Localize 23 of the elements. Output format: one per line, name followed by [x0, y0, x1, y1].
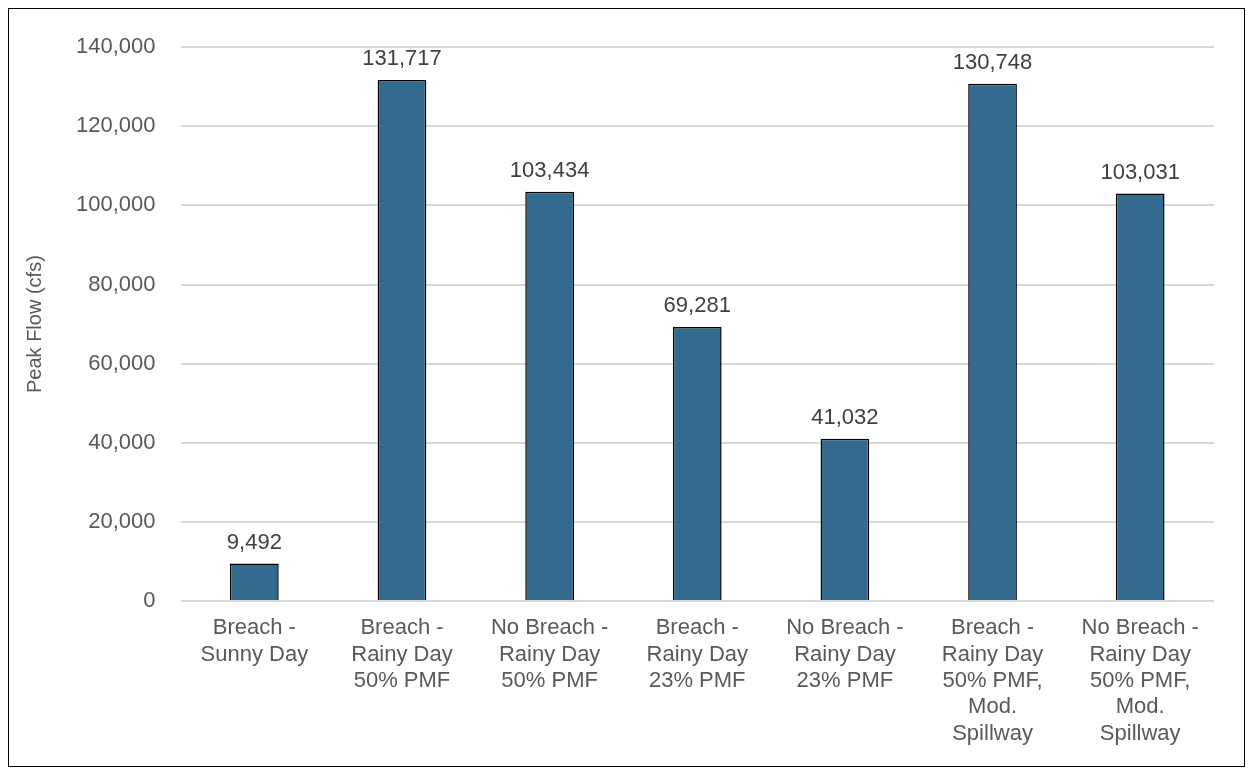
data-label: 130,748 — [952, 48, 1033, 74]
data-label: 103,031 — [1100, 158, 1180, 184]
x-tick-label: No Breach - Rainy Day 50% PMF, Mod. Spillway — [1081, 614, 1199, 745]
y-tick-label: 140,000 — [75, 33, 156, 59]
y-tick-label: 120,000 — [75, 112, 156, 138]
x-tick-label: Breach - Rainy Day 23% PMF — [646, 614, 748, 693]
y-tick-label: 80,000 — [88, 270, 156, 296]
x-tick-label: No Breach - Rainy Day 23% PMF — [786, 614, 904, 693]
y-axis-title: Peak Flow (cfs) — [22, 255, 45, 394]
x-tick-label: Breach - Rainy Day 50% PMF — [351, 614, 453, 693]
data-label: 9,492 — [226, 528, 282, 554]
x-tick-label: Breach - Rainy Day 50% PMF, Mod. Spillway — [941, 614, 1044, 745]
y-tick-label: 0 — [143, 587, 156, 613]
y-tick-label: 100,000 — [75, 191, 156, 217]
x-tick-label: Breach - Sunny Day — [200, 614, 309, 666]
data-label: 41,032 — [811, 403, 879, 429]
y-tick-label: 60,000 — [88, 349, 156, 375]
data-label: 103,434 — [509, 156, 590, 182]
data-label: 131,717 — [362, 45, 442, 71]
data-label: 69,281 — [663, 292, 731, 318]
y-tick-label: 20,000 — [88, 507, 156, 533]
x-tick-label: No Breach - Rainy Day 50% PMF — [490, 614, 609, 693]
y-tick-label: 40,000 — [88, 428, 156, 454]
